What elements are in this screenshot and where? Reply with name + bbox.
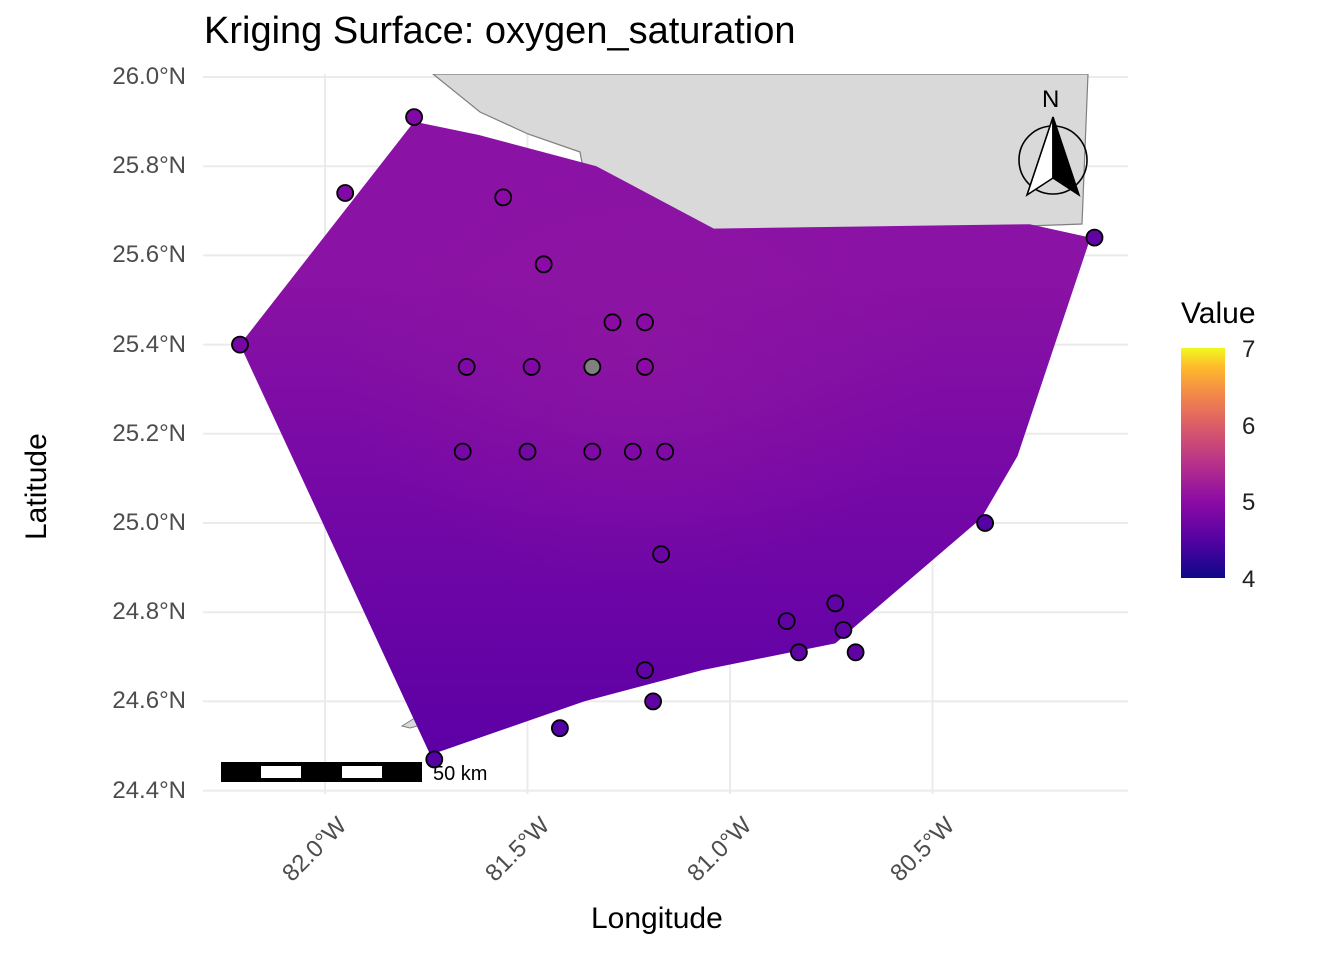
- y-tick-label: 24.8°N: [112, 598, 186, 626]
- legend-tick-5: 5: [1242, 489, 1256, 516]
- scale-bar: [221, 762, 422, 782]
- sample-points: [231, 108, 1104, 769]
- north-label: N: [1042, 86, 1060, 113]
- sample-point: [405, 108, 424, 126]
- sample-point: [834, 621, 853, 639]
- legend-tick-6: 6: [1242, 413, 1256, 440]
- kriging-surface-highlight: [240, 121, 1091, 755]
- legend-tick-7: 7: [1242, 336, 1256, 363]
- y-tick-label: 25.0°N: [112, 509, 186, 536]
- y-tick-label: 24.4°N: [112, 776, 186, 804]
- sample-point: [636, 357, 654, 376]
- sample-point: [1085, 228, 1104, 247]
- sample-point: [425, 750, 444, 769]
- sample-point: [652, 545, 670, 564]
- scale-bar-label: 50 km: [433, 763, 488, 785]
- sample-point: [826, 594, 845, 613]
- x-axis-label: Longitude: [591, 902, 723, 935]
- legend-colorbar: [1181, 348, 1225, 578]
- sample-point: [790, 643, 808, 662]
- sample-point: [583, 442, 602, 461]
- sample-point: [453, 442, 472, 461]
- sample-point: [534, 255, 553, 274]
- y-tick-label: 25.2°N: [112, 419, 186, 447]
- sample-point: [623, 442, 642, 461]
- y-axis-label: Latitude: [20, 433, 53, 540]
- sample-point: [457, 357, 476, 376]
- sample-point: [583, 357, 602, 376]
- sample-point: [636, 661, 654, 680]
- y-tick-label: 26.0°N: [112, 63, 186, 90]
- sample-point: [777, 612, 796, 630]
- y-tick-label: 25.6°N: [112, 241, 186, 269]
- sample-point: [494, 188, 513, 207]
- legend-title: Value: [1181, 297, 1256, 330]
- sample-point: [518, 442, 537, 461]
- legend-tick-4: 4: [1242, 566, 1256, 593]
- y-tick-label: 25.8°N: [112, 152, 186, 180]
- y-tick-label: 25.4°N: [112, 330, 186, 358]
- sample-point: [551, 719, 569, 738]
- sample-point: [644, 692, 662, 711]
- sample-point: [336, 184, 355, 202]
- north-arrow-icon: [1018, 116, 1088, 197]
- sample-point: [636, 313, 654, 332]
- sample-point: [846, 643, 865, 662]
- sample-point: [656, 442, 675, 461]
- sample-point: [522, 357, 541, 376]
- y-tick-label: 24.6°N: [112, 687, 186, 715]
- sample-point: [603, 313, 622, 332]
- chart-title: Kriging Surface: oxygen_saturation: [204, 10, 796, 52]
- sample-point: [976, 514, 994, 532]
- sample-point: [231, 335, 249, 354]
